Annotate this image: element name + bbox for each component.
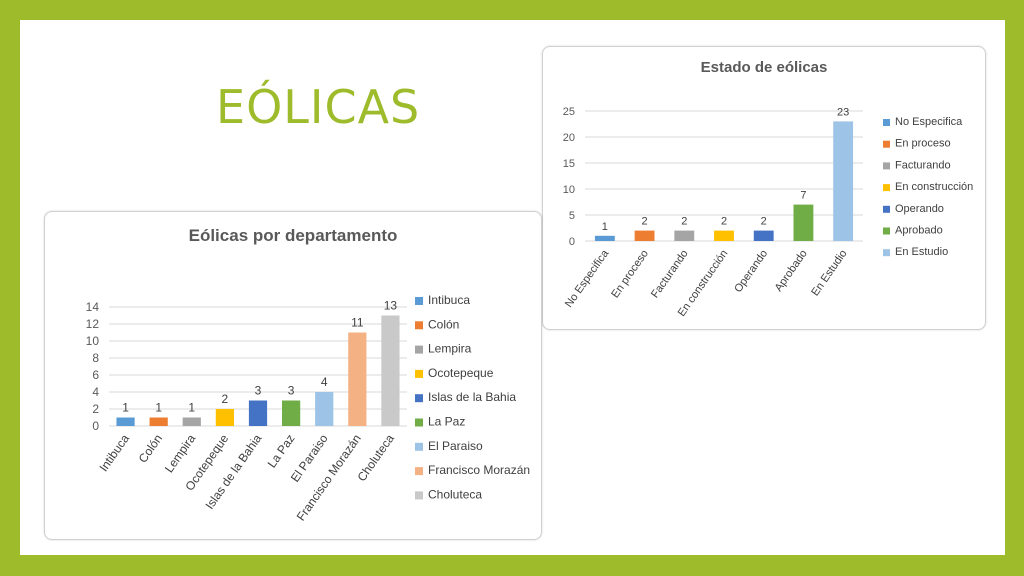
y-tick-label: 0 xyxy=(569,236,575,248)
bar-la-paz xyxy=(282,400,301,426)
legend-swatch-la-paz xyxy=(415,418,423,427)
bar-no-especifica xyxy=(594,235,615,241)
x-tick-label-en-estudio: En Estudio xyxy=(809,248,849,298)
legend-label-en-estudio: En Estudio xyxy=(895,246,948,258)
legend-label-colon: Colón xyxy=(428,317,459,331)
chart-departamento-plot: 0 2 4 6 8 10 12 14 1 Intibuca 1 Colón 1 Lempira 2 Ocote… xyxy=(86,293,530,524)
legend-label-en-construccion: En construcción xyxy=(895,181,973,193)
legend-swatch-choluteca xyxy=(415,491,423,500)
legend-label-ocotepeque: Ocotepeque xyxy=(428,366,494,380)
x-tick-label-colon: Colón xyxy=(136,432,165,466)
chart-estado: Estado de eólicas 0 5 10 15 20 25 1 No Especifi… xyxy=(542,46,986,330)
y-tick-label: 12 xyxy=(86,317,100,331)
y-tick-label: 20 xyxy=(563,132,575,144)
data-label-aprobado: 7 xyxy=(800,190,806,202)
data-label-el-paraiso: 4 xyxy=(321,375,328,389)
y-tick-label: 4 xyxy=(92,385,99,399)
legend-label-no-especifica: No Especifica xyxy=(895,116,963,128)
legend-swatch-aprobado xyxy=(883,227,890,235)
x-tick-label-en-proceso: En proceso xyxy=(609,248,651,300)
legend-label-islas-de-la-bahia: Islas de la Bahia xyxy=(428,390,516,404)
legend-label-el-paraiso: El Paraiso xyxy=(428,439,483,453)
bar-facturando xyxy=(674,230,695,241)
legend-swatch-no-especifica xyxy=(883,119,890,126)
data-label-francisco-morazan: 11 xyxy=(351,316,364,330)
legend-swatch-lempira xyxy=(415,345,423,354)
data-label-no-especifica: 1 xyxy=(602,221,608,233)
legend-label-lempira: Lempira xyxy=(428,342,472,356)
bar-choluteca xyxy=(381,315,400,426)
bar-ocotepeque xyxy=(215,409,234,426)
slide-title: EÓLICAS xyxy=(216,80,421,134)
legend-label-choluteca: Choluteca xyxy=(428,487,482,501)
slide: EÓLICAS Estado de eólicas 0 5 10 15 20 25 1 No … xyxy=(20,20,1005,555)
y-tick-label: 8 xyxy=(92,351,99,365)
legend-label-facturando: Facturando xyxy=(895,159,951,171)
legend-label-francisco-morazan: Francisco Morazán xyxy=(428,463,530,477)
bar-en-estudio xyxy=(833,121,854,241)
bar-lempira xyxy=(182,417,201,426)
chart-departamento-title: Eólicas por departamento xyxy=(188,226,398,245)
y-tick-label: 25 xyxy=(563,106,575,118)
legend-swatch-islas-de-la-bahia xyxy=(415,394,423,403)
data-label-en-construccion: 2 xyxy=(721,216,727,228)
y-tick-label: 15 xyxy=(563,158,575,170)
bar-islas-de-la-bahia xyxy=(248,400,268,426)
data-label-intibuca: 1 xyxy=(122,401,129,415)
legend-label-en-proceso: En proceso xyxy=(895,138,951,150)
legend-swatch-el-paraiso xyxy=(415,442,423,451)
bar-el-paraiso xyxy=(315,392,334,426)
chart-estado-title: Estado de eólicas xyxy=(700,59,828,76)
legend-swatch-en-estudio xyxy=(883,249,890,257)
legend-swatch-ocotepeque xyxy=(415,369,423,378)
legend-swatch-en-construccion xyxy=(883,184,890,192)
bar-en-proceso xyxy=(634,230,655,241)
x-tick-label-facturando: Facturando xyxy=(649,248,691,300)
legend-label-aprobado: Aprobado xyxy=(895,225,943,237)
x-tick-label-aprobado: Aprobado xyxy=(773,248,810,294)
x-tick-label-la-paz: La Paz xyxy=(265,432,298,471)
legend-label-intibuca: Intibuca xyxy=(428,293,470,307)
bar-en-construccion xyxy=(714,230,734,241)
data-label-en-proceso: 2 xyxy=(642,216,648,228)
x-tick-label-operando: Operando xyxy=(732,248,770,295)
data-label-operando: 2 xyxy=(761,216,767,228)
legend-label-la-paz: La Paz xyxy=(428,415,465,429)
y-tick-label: 14 xyxy=(86,300,100,314)
legend-swatch-operando xyxy=(883,205,890,213)
legend-swatch-en-proceso xyxy=(883,140,890,148)
legend-swatch-francisco-morazan xyxy=(415,467,423,476)
bar-aprobado xyxy=(793,204,814,241)
chart-estado-plot: 0 5 10 15 20 25 1 No Especifica 2 En proceso 2 Fact… xyxy=(563,106,974,319)
y-tick-label: 10 xyxy=(86,334,100,348)
data-label-en-estudio: 23 xyxy=(837,106,849,118)
y-tick-label: 2 xyxy=(92,402,99,416)
data-label-islas-de-la-bahia: 3 xyxy=(255,384,262,398)
data-label-ocotepeque: 2 xyxy=(222,392,229,406)
bar-colon xyxy=(149,417,168,426)
data-label-colon: 1 xyxy=(155,401,162,415)
legend-swatch-facturando xyxy=(883,162,890,170)
legend-swatch-intibuca xyxy=(415,297,423,305)
legend-swatch-colon xyxy=(415,321,423,330)
bar-operando xyxy=(753,230,774,241)
data-label-la-paz: 3 xyxy=(288,384,295,398)
chart-departamento: Eólicas por departamento 0 2 4 6 8 10 12 14 1 Int… xyxy=(44,211,542,540)
data-label-choluteca: 13 xyxy=(384,299,398,313)
bar-francisco-morazan xyxy=(348,332,367,426)
data-label-facturando: 2 xyxy=(681,216,687,228)
x-tick-label-francisco-morazan: Francisco Morazán xyxy=(294,432,364,524)
legend-label-operando: Operando xyxy=(895,203,944,215)
x-tick-label-no-especifica: No Especifica xyxy=(563,247,612,310)
y-tick-label: 5 xyxy=(569,210,575,222)
y-tick-label: 0 xyxy=(92,419,99,433)
x-tick-label-intibuca: Intibuca xyxy=(96,431,132,474)
y-tick-label: 10 xyxy=(563,184,575,196)
data-label-lempira: 1 xyxy=(188,401,195,415)
bar-intibuca xyxy=(116,417,135,426)
y-tick-label: 6 xyxy=(92,368,99,382)
